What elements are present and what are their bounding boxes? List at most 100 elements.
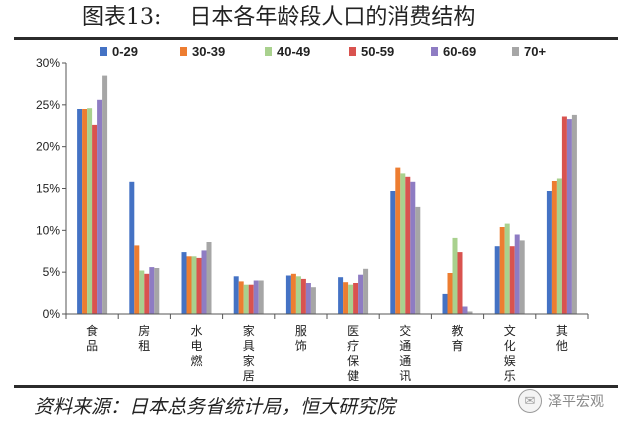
legend-swatch (349, 47, 356, 56)
bar (139, 270, 145, 314)
bar (92, 124, 98, 315)
watermark: ✉ 泽平宏观 (518, 389, 604, 413)
bar (494, 246, 500, 314)
x-tick-label: 教育 (451, 323, 463, 353)
bar (196, 257, 202, 314)
x-tick-label: 房租 (138, 323, 150, 353)
bar (77, 109, 83, 314)
bar (310, 287, 316, 314)
bar (353, 283, 359, 314)
legend-label: 40-49 (277, 44, 310, 59)
bar (82, 109, 88, 314)
bar (467, 311, 473, 314)
bar (129, 181, 135, 314)
bar (509, 246, 515, 314)
bar (149, 267, 155, 314)
bar (410, 181, 416, 314)
bar (186, 256, 192, 314)
bar (514, 234, 520, 314)
page-title: 图表13: 日本各年龄段人口的消费结构 (82, 5, 476, 30)
bar (134, 245, 140, 314)
bar (457, 252, 463, 314)
bar (233, 276, 239, 314)
legend-label: 50-59 (361, 44, 394, 59)
x-axis: 食品 房租 水电燃 家具家居 服饰 医疗保健 交通通讯 教育 文化娱乐 其他 (65, 313, 589, 383)
title-divider (14, 37, 618, 40)
bar (87, 108, 93, 314)
x-tick-label: 文化娱乐 (504, 323, 516, 383)
bar (348, 284, 354, 314)
bar (295, 276, 301, 314)
bar (285, 275, 291, 314)
legend-label: 0-29 (112, 44, 138, 59)
bar (181, 252, 187, 314)
y-tick-label: 5% (43, 265, 61, 279)
legend-label: 70+ (524, 44, 546, 59)
bar (248, 284, 254, 314)
bar (546, 191, 552, 314)
bar (415, 206, 421, 314)
y-tick-label: 10% (36, 223, 60, 237)
bar (504, 223, 510, 314)
bar (363, 268, 369, 314)
y-tick-label: 30% (36, 56, 60, 70)
bar (343, 282, 349, 314)
legend-swatch (180, 47, 187, 56)
wechat-icon: ✉ (518, 389, 542, 413)
chart-legend: 0-29 30-39 40-49 50-59 60-69 70+ (100, 44, 546, 59)
legend-label: 60-69 (443, 44, 476, 59)
bar (358, 274, 364, 314)
bar (102, 75, 108, 314)
source-note: 资料来源：日本总务省统计局，恒大研究院 (34, 396, 396, 418)
bar (305, 283, 311, 314)
bar (442, 293, 448, 314)
bar (566, 119, 572, 314)
bar (395, 167, 401, 314)
y-axis: 0% 5% 10% 15% 20% 25% 30% (36, 56, 67, 321)
bar (290, 273, 296, 314)
legend-swatch (100, 47, 107, 56)
footer-divider (14, 385, 618, 388)
x-tick-label: 服饰 (295, 324, 307, 353)
bar (243, 284, 249, 314)
watermark-text: 泽平宏观 (548, 394, 604, 410)
bar-chart: 0-29 30-39 40-49 50-59 60-69 70+ 0% 5% 10% 15% 20… (36, 44, 589, 383)
bar (238, 281, 244, 314)
x-tick-label: 其他 (556, 324, 568, 353)
bar (338, 277, 344, 314)
y-tick-label: 0% (43, 307, 61, 321)
bar (191, 256, 197, 314)
x-tick-label: 家具家居 (243, 323, 255, 383)
bar (390, 191, 396, 314)
bar (97, 99, 103, 314)
bar (144, 273, 150, 314)
x-tick-label: 交通通讯 (399, 323, 411, 383)
bar (300, 278, 306, 314)
x-tick-label: 食品 (86, 323, 98, 353)
bar (253, 280, 259, 314)
bar (447, 273, 453, 314)
bar (258, 280, 264, 314)
bar (452, 237, 458, 314)
x-tick-label: 医疗保健 (347, 324, 359, 383)
bar (551, 181, 557, 314)
bar (519, 240, 525, 314)
bar (499, 227, 505, 314)
bar (154, 268, 160, 314)
legend-swatch (512, 47, 519, 56)
bar (201, 250, 207, 314)
legend-swatch (431, 47, 438, 56)
y-tick-label: 25% (36, 98, 60, 112)
bar (561, 116, 567, 314)
bar (400, 173, 406, 314)
y-tick-label: 20% (36, 140, 60, 154)
x-tick-label: 水电燃 (190, 324, 202, 368)
bar (556, 178, 562, 314)
bar (206, 242, 212, 314)
legend-swatch (265, 47, 272, 56)
bar (462, 306, 468, 314)
bar (571, 114, 577, 315)
legend-label: 30-39 (192, 44, 225, 59)
bar (405, 176, 411, 314)
y-tick-label: 15% (36, 182, 60, 196)
